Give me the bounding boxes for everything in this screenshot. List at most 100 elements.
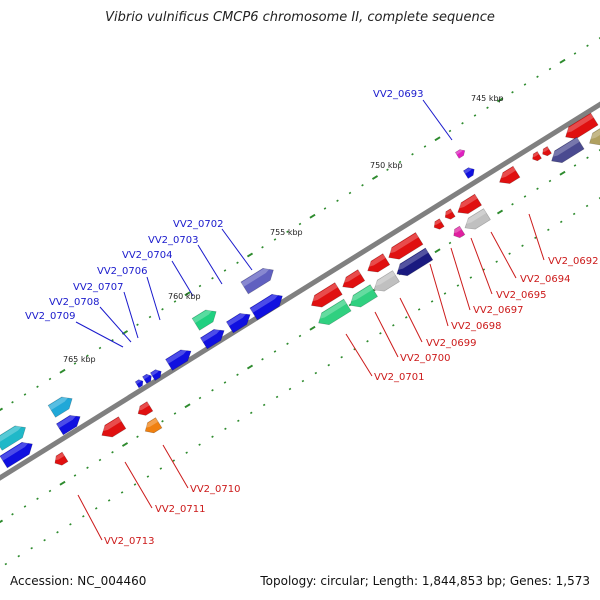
gene-arrow-forward[interactable] xyxy=(134,378,145,389)
gene-label-vv2-0701[interactable]: VV2_0701 xyxy=(374,372,425,383)
scale-tick xyxy=(548,179,552,183)
gene-arrow-forward[interactable] xyxy=(191,306,220,331)
scale-tick xyxy=(86,354,89,357)
accession-text: Accession: NC_004460 xyxy=(10,574,147,588)
scale-tick xyxy=(523,195,527,198)
gene-arrow-reverse[interactable] xyxy=(530,151,542,162)
scale-tick xyxy=(559,58,566,64)
scale-tick xyxy=(314,371,318,375)
gene-arrow-vv2-0702[interactable] xyxy=(240,264,277,295)
gene-arrow-forward[interactable] xyxy=(149,368,163,381)
scale-tick xyxy=(246,364,254,370)
scale-tick xyxy=(184,291,191,297)
gene-label-vv2-0709[interactable]: VV2_0709 xyxy=(25,311,76,322)
gene-arrow-reverse[interactable] xyxy=(540,146,552,157)
scale-tick xyxy=(185,451,188,454)
gene-arrow-reverse[interactable] xyxy=(562,112,599,143)
gene-label-vv2-0703[interactable]: VV2_0703 xyxy=(148,235,199,246)
gene-arrow-vv2-0694[interactable] xyxy=(454,193,483,218)
gene-arrow-reverse[interactable] xyxy=(364,253,391,277)
gene-arrow-vv2-0692[interactable] xyxy=(496,165,521,188)
gene-arrow-forward[interactable] xyxy=(55,411,83,436)
scale-tick xyxy=(486,106,489,109)
gene-arrow-forward[interactable] xyxy=(249,290,286,321)
gene-label-vv2-0711[interactable]: VV2_0711 xyxy=(155,504,206,515)
gene-arrow-vv2-0701[interactable] xyxy=(346,284,378,312)
gene-arrow-reverse[interactable] xyxy=(432,218,445,231)
scale-tick xyxy=(417,308,421,311)
scale-tick xyxy=(430,300,434,303)
scale-tick xyxy=(423,145,427,148)
scale-tick xyxy=(211,389,214,392)
gene-label-vv2-0697[interactable]: VV2_0697 xyxy=(473,305,524,316)
scale-tick xyxy=(223,381,227,384)
scale-tick xyxy=(340,355,343,359)
scale-tick xyxy=(523,83,527,86)
scale-tick xyxy=(573,164,577,167)
scale-tick xyxy=(223,269,227,272)
scale-tick xyxy=(159,467,163,470)
gene-arrow-forward[interactable] xyxy=(454,148,466,159)
scale-tick xyxy=(456,284,460,287)
gene-arrow-forward[interactable] xyxy=(47,393,76,418)
gene-label-vv2-0692[interactable]: VV2_0692 xyxy=(548,256,599,267)
leader-line xyxy=(422,99,453,141)
scale-tick xyxy=(48,377,52,381)
gene-arrow-vv2-0700[interactable] xyxy=(371,270,400,296)
scale-tick xyxy=(309,213,316,219)
gene-label-vv2-0695[interactable]: VV2_0695 xyxy=(496,290,547,301)
scale-tick xyxy=(98,346,102,350)
scale-tick xyxy=(198,443,201,446)
gene-label-vv2-0704[interactable]: VV2_0704 xyxy=(122,250,173,261)
scale-tick xyxy=(469,276,473,279)
gene-arrow-forward[interactable] xyxy=(199,325,227,350)
gene-arrow-reverse[interactable] xyxy=(315,298,352,329)
scale-tick xyxy=(237,419,240,423)
gene-label-vv2-0699[interactable]: VV2_0699 xyxy=(426,338,477,349)
gene-arrow-vv2-0695[interactable] xyxy=(462,208,491,234)
gene-label-vv2-0700[interactable]: VV2_0700 xyxy=(400,353,451,364)
summary-text: Topology: circular; Length: 1,844,853 bp… xyxy=(260,574,590,588)
gene-arrow-vv2-0699[interactable] xyxy=(385,232,424,264)
gene-label-vv2-0693[interactable]: VV2_0693 xyxy=(373,89,424,100)
scale-tick xyxy=(23,393,27,396)
gene-arrow-vv2-0713[interactable] xyxy=(52,451,69,468)
leader-line xyxy=(124,461,153,509)
scale-tick xyxy=(94,507,98,510)
gene-arrow-reverse[interactable] xyxy=(548,136,585,167)
gene-label-vv2-0706[interactable]: VV2_0706 xyxy=(97,266,148,277)
gene-arrow-vv2-0698[interactable] xyxy=(451,225,466,240)
gene-arrow-reverse[interactable] xyxy=(393,247,434,280)
gene-arrow-forward[interactable] xyxy=(165,346,195,371)
gene-label-vv2-0698[interactable]: VV2_0698 xyxy=(451,321,502,332)
scale-tick xyxy=(120,491,124,494)
gene-arrow-forward[interactable] xyxy=(225,309,253,334)
leader-line xyxy=(450,247,471,311)
leader-line xyxy=(345,333,373,377)
gene-label-vv2-0694[interactable]: VV2_0694 xyxy=(520,274,571,285)
gene-arrow-vv2-0693[interactable] xyxy=(462,166,476,179)
gene-arrow-reverse[interactable] xyxy=(339,269,366,293)
gene-arrow-forward[interactable] xyxy=(0,438,36,469)
gene-arrow-vv2-0697[interactable] xyxy=(443,208,456,221)
gene-arrow-vv2-0711[interactable] xyxy=(98,416,127,442)
leader-line xyxy=(399,297,423,343)
scale-tick xyxy=(69,523,72,526)
gene-label-vv2-0710[interactable]: VV2_0710 xyxy=(190,484,241,495)
gene-label-vv2-0708[interactable]: VV2_0708 xyxy=(49,297,100,308)
scale-tick xyxy=(11,401,14,404)
scale-tick xyxy=(17,554,21,558)
gene-arrow-reverse[interactable] xyxy=(142,417,163,437)
gene-arrow-forward[interactable] xyxy=(0,422,29,451)
gene-label-vv2-0702[interactable]: VV2_0702 xyxy=(173,219,224,230)
scale-tick xyxy=(366,340,369,343)
scale-tick xyxy=(59,480,66,486)
gene-label-vv2-0713[interactable]: VV2_0713 xyxy=(104,536,155,547)
scale-tick xyxy=(262,403,266,407)
gene-arrow-reverse[interactable] xyxy=(308,282,343,312)
gene-label-vv2-0707[interactable]: VV2_0707 xyxy=(73,282,124,293)
scale-tick xyxy=(30,546,33,550)
gene-arrow-vv2-0710[interactable] xyxy=(135,401,154,419)
gene-arrow-forward[interactable] xyxy=(142,372,153,384)
scale-tick xyxy=(448,241,452,245)
